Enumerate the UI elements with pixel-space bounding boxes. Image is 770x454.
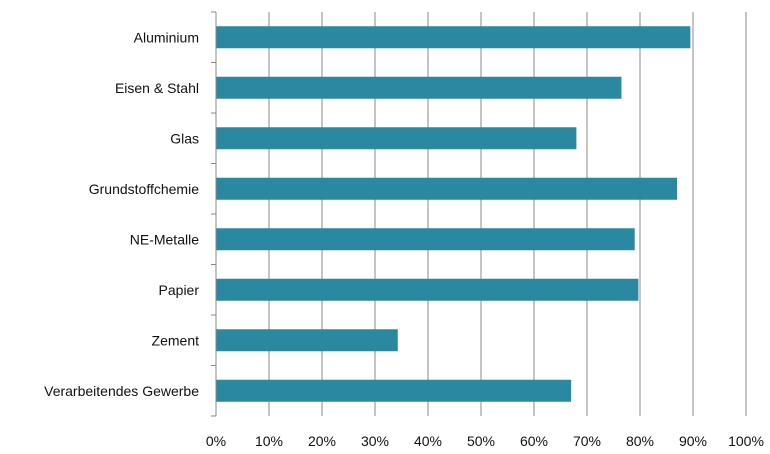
bar: [216, 127, 577, 150]
x-tick-label: 70%: [573, 433, 601, 449]
category-label: NE-Metalle: [130, 231, 199, 247]
x-tick-label: 90%: [679, 433, 707, 449]
bar: [216, 278, 639, 301]
y-axis: [211, 11, 217, 417]
x-tick-label: 50%: [467, 433, 495, 449]
bar: [216, 76, 622, 99]
bar: [216, 177, 678, 200]
category-labels: Aluminium Eisen & Stahl Glas Grundstoffchem…: [44, 29, 199, 399]
bars: [216, 26, 691, 402]
x-tick-label: 0%: [206, 433, 226, 449]
bar: [216, 329, 398, 352]
bar: [216, 379, 572, 402]
gridlines: [268, 12, 747, 416]
category-label: Zement: [152, 332, 200, 348]
x-tick-label: 10%: [255, 433, 283, 449]
bar: [216, 26, 691, 49]
x-tick-label: 100%: [728, 433, 764, 449]
category-label: Eisen & Stahl: [115, 80, 199, 96]
bar: [216, 228, 635, 251]
category-label: Verarbeitendes Gewerbe: [44, 383, 199, 399]
category-label: Glas: [170, 130, 199, 146]
x-tick-labels: 0% 10% 20% 30% 40% 50% 60% 70% 80% 90% 100%: [206, 433, 764, 449]
x-tick-label: 30%: [361, 433, 389, 449]
category-label: Grundstoffchemie: [89, 181, 199, 197]
x-tick-label: 60%: [520, 433, 548, 449]
x-tick-label: 20%: [308, 433, 336, 449]
category-label: Aluminium: [134, 29, 199, 45]
category-label: Papier: [159, 282, 200, 298]
x-tick-label: 40%: [414, 433, 442, 449]
x-tick-label: 80%: [626, 433, 654, 449]
